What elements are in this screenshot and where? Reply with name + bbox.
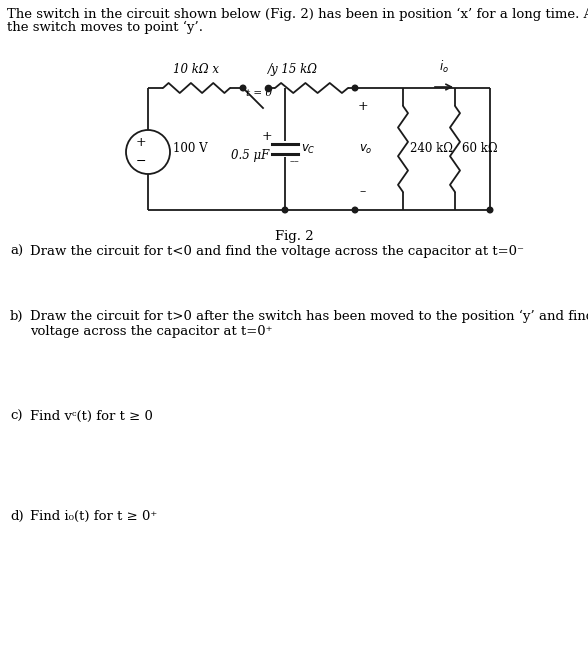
Text: Find i₀(t) for t ≥ 0⁺: Find i₀(t) for t ≥ 0⁺	[30, 510, 157, 523]
Text: Draw the circuit for t<0 and find the voltage across the capacitor at t=0⁻: Draw the circuit for t<0 and find the vo…	[30, 245, 524, 258]
Text: $v_o$: $v_o$	[359, 143, 373, 156]
Circle shape	[240, 85, 246, 91]
Text: $v_C$: $v_C$	[301, 143, 316, 156]
Circle shape	[282, 207, 288, 213]
Text: t = 0: t = 0	[246, 89, 272, 98]
Text: 100 V: 100 V	[173, 141, 208, 154]
Text: b): b)	[10, 310, 24, 323]
Circle shape	[352, 85, 358, 91]
Text: a): a)	[10, 245, 23, 258]
Text: 60 kΩ: 60 kΩ	[462, 143, 497, 156]
Text: 240 kΩ: 240 kΩ	[410, 143, 453, 156]
Text: 10 kΩ x: 10 kΩ x	[173, 63, 219, 76]
Text: ––: ––	[290, 158, 300, 167]
Text: −: −	[136, 154, 146, 167]
Text: +: +	[262, 129, 272, 143]
Text: Find vᶜ(t) for t ≥ 0: Find vᶜ(t) for t ≥ 0	[30, 410, 153, 423]
Text: +: +	[358, 99, 368, 112]
Text: Fig. 2: Fig. 2	[275, 230, 313, 243]
Text: 0.5 μF: 0.5 μF	[230, 149, 269, 162]
Text: $i_o$: $i_o$	[439, 59, 449, 75]
Text: the switch moves to point ‘y’.: the switch moves to point ‘y’.	[7, 21, 203, 34]
Text: +: +	[136, 136, 146, 149]
Circle shape	[487, 207, 493, 213]
Text: The switch in the circuit shown below (Fig. 2) has been in position ‘x’ for a lo: The switch in the circuit shown below (F…	[7, 8, 588, 21]
Text: c): c)	[10, 410, 22, 423]
Text: Draw the circuit for t>0 after the switch has been moved to the position ‘y’ and: Draw the circuit for t>0 after the switc…	[30, 310, 588, 323]
Text: d): d)	[10, 510, 24, 523]
Text: /y 15 kΩ: /y 15 kΩ	[268, 63, 318, 76]
Text: voltage across the capacitor at t=0⁺: voltage across the capacitor at t=0⁺	[30, 325, 272, 338]
Circle shape	[352, 207, 358, 213]
Text: –: –	[360, 185, 366, 198]
